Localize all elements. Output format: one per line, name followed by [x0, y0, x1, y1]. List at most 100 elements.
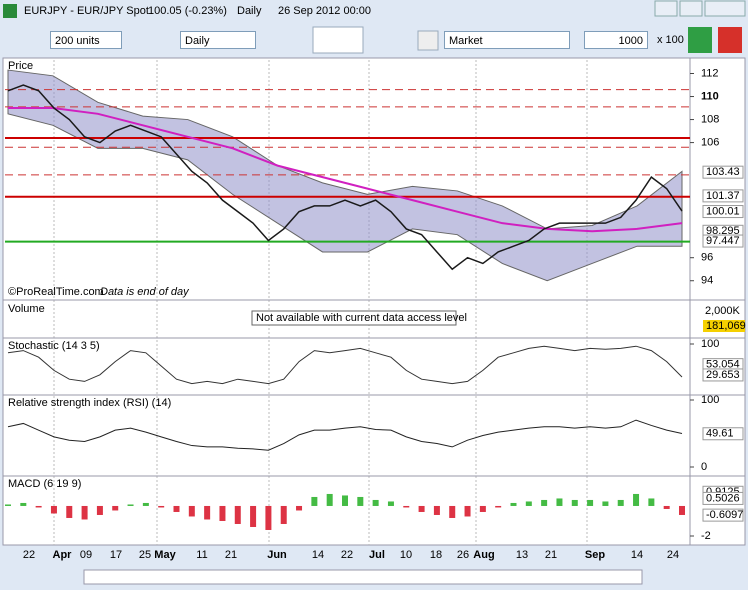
level-label: 0.5026 [706, 492, 740, 504]
macd-bar [66, 505, 73, 518]
macd-bar [663, 505, 670, 509]
macd-bar [326, 493, 333, 506]
macd-bar [602, 501, 609, 506]
macd-bar [142, 502, 149, 506]
title-bar [0, 0, 748, 22]
macd-bar [433, 505, 440, 515]
macd-bar [617, 499, 624, 506]
buy-button[interactable] [688, 27, 712, 53]
macd-bar [342, 495, 348, 506]
quantity-input[interactable]: 1000 [584, 31, 648, 49]
macd-bar [556, 498, 563, 506]
level-label-box [702, 427, 744, 441]
x-tick-label: May [154, 549, 176, 561]
message-box [251, 310, 457, 326]
period: Daily [237, 5, 262, 17]
bollinger-band [7, 69, 683, 282]
x-tick-label: Jun [267, 549, 287, 561]
macd-bar [20, 502, 27, 506]
y-tick-label: 100 [701, 394, 719, 406]
x-tick-label: 13 [516, 549, 528, 561]
macd-bar [296, 505, 303, 511]
level-label: 101.37 [706, 190, 740, 202]
maximize-button[interactable] [679, 0, 703, 17]
x-tick-label: 14 [312, 549, 324, 561]
level-label: 103.43 [706, 166, 740, 178]
x-tick-label: 21 [225, 549, 237, 561]
panel-label: Relative strength index (RSI) (14) [8, 397, 171, 409]
y-tick-label: 94 [701, 275, 713, 287]
x-tick-label: 26 [457, 549, 469, 561]
level-label-box [702, 491, 744, 505]
scrollbar[interactable] [83, 569, 643, 585]
close-button[interactable] [704, 0, 746, 17]
volume-axis-label: 181,069 [706, 320, 746, 332]
y-tick-label: 112 [701, 67, 719, 79]
macd-bar [464, 505, 471, 517]
x-tick-label: 09 [80, 549, 92, 561]
note: Data is end of day [100, 286, 190, 298]
macd-bar [204, 505, 211, 520]
y-tick-label: 108 [701, 113, 719, 125]
x-tick-label: 14 [631, 549, 643, 561]
minimize-button[interactable] [654, 0, 678, 17]
level-label-box [702, 368, 744, 382]
x-tick-label: 18 [430, 549, 442, 561]
macd-bar [250, 505, 257, 527]
datetime: 26 Sep 2012 00:00 [278, 5, 371, 17]
macd-bar [648, 498, 655, 506]
macd-bar [525, 501, 532, 506]
y-tick-label: 110 [701, 90, 719, 102]
stochastic-line [7, 345, 683, 385]
x-tick-label: 22 [341, 549, 353, 561]
price-line [7, 84, 683, 271]
macd-bar [35, 505, 42, 508]
macd-bar [158, 505, 165, 508]
message: Not available with current data access l… [256, 312, 467, 324]
macd-bar [265, 505, 272, 530]
macd-bar [495, 505, 502, 508]
macd-bar [5, 504, 11, 506]
macd-bar [188, 505, 195, 517]
credit: ©ProRealTime.com [8, 286, 104, 298]
macd-bar [234, 505, 241, 524]
macd-bar [127, 504, 134, 506]
macd-bar [372, 499, 379, 506]
app-icon [3, 4, 17, 18]
order-type-dropdown[interactable]: Market [444, 31, 570, 49]
macd-bar [403, 505, 410, 508]
level-label: -0.6097 [706, 509, 743, 521]
macd-bar [418, 505, 425, 512]
level-label-box [702, 508, 744, 522]
price-change: 100.05 (-0.23%) [148, 5, 227, 17]
chart-type-button[interactable] [312, 26, 364, 54]
level-label-box [702, 234, 744, 248]
panel-label: Stochastic (14 3 5) [8, 340, 100, 352]
level-label-box [702, 165, 744, 179]
x-tick-label: 25 [139, 549, 151, 561]
units-dropdown[interactable]: 200 units [50, 31, 122, 49]
y-tick-label: 0 [701, 461, 707, 473]
macd-bar [81, 505, 88, 520]
x-tick-label: Apr [53, 549, 73, 561]
sell-button[interactable] [718, 27, 742, 53]
panel-label: Volume [8, 303, 45, 315]
y-tick-label: 96 [701, 252, 713, 264]
tool-button[interactable] [417, 30, 439, 51]
macd-bar [50, 505, 57, 514]
rsi-line [7, 419, 683, 451]
level-label: 29.653 [706, 369, 740, 381]
macd-bar [633, 493, 640, 506]
period-dropdown[interactable]: Daily [180, 31, 256, 49]
macd-bar [679, 505, 685, 515]
macd-bar [387, 501, 394, 506]
volume-axis-label: 2,000K [705, 305, 741, 317]
macd-bar [541, 499, 548, 506]
macd-bar [96, 505, 103, 515]
volume-box [703, 320, 745, 332]
level-label: 53.054 [706, 359, 740, 371]
multiplier: x 100 [657, 34, 684, 46]
macd-bar [311, 496, 318, 506]
